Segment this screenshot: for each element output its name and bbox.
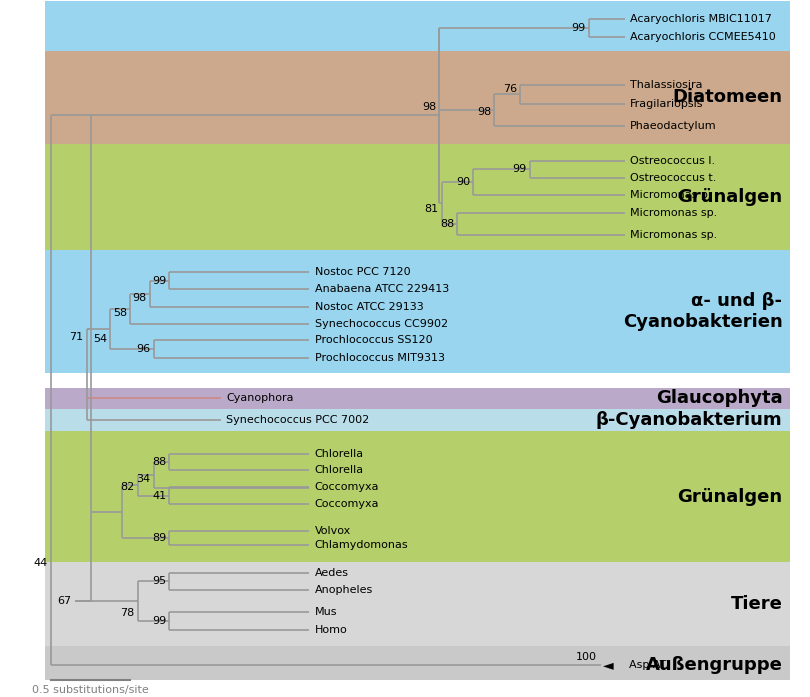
- Text: Grünalgen: Grünalgen: [677, 188, 782, 206]
- Text: Fragilariopsis: Fragilariopsis: [630, 98, 704, 109]
- Text: Acaryochloris CCMEE5410: Acaryochloris CCMEE5410: [630, 32, 776, 42]
- Text: Coccomyxa: Coccomyxa: [314, 482, 379, 492]
- FancyBboxPatch shape: [45, 431, 791, 562]
- Text: Chlorella: Chlorella: [314, 466, 364, 475]
- Text: 34: 34: [136, 474, 151, 484]
- Text: Diatomeen: Diatomeen: [672, 89, 782, 107]
- Text: Synechococcus CC9902: Synechococcus CC9902: [314, 319, 448, 329]
- Text: 99: 99: [572, 23, 586, 33]
- FancyBboxPatch shape: [45, 250, 791, 373]
- Text: 78: 78: [121, 608, 134, 618]
- FancyBboxPatch shape: [45, 646, 791, 680]
- Text: Synechococcus PCC 7002: Synechococcus PCC 7002: [226, 415, 369, 424]
- FancyBboxPatch shape: [45, 388, 791, 409]
- Text: 88: 88: [440, 219, 454, 229]
- Text: Ostreococcus t.: Ostreococcus t.: [630, 174, 717, 183]
- Text: 58: 58: [113, 309, 127, 319]
- Text: Chlorella: Chlorella: [314, 449, 364, 459]
- FancyBboxPatch shape: [45, 409, 791, 431]
- Text: Volvox: Volvox: [314, 526, 351, 536]
- Text: Anabaena ATCC 229413: Anabaena ATCC 229413: [314, 284, 449, 294]
- Text: 99: 99: [513, 164, 526, 174]
- Text: 88: 88: [152, 457, 166, 467]
- Text: Asp AT: Asp AT: [629, 660, 666, 671]
- FancyBboxPatch shape: [45, 562, 791, 646]
- Text: Coccomyxa: Coccomyxa: [314, 499, 379, 509]
- Text: Aedes: Aedes: [314, 567, 348, 578]
- Text: Grünalgen: Grünalgen: [677, 488, 782, 505]
- Text: Glaucophyta: Glaucophyta: [656, 390, 782, 408]
- Text: 54: 54: [93, 334, 107, 344]
- Text: Ostreococcus l.: Ostreococcus l.: [630, 155, 715, 165]
- Text: Micromonas p.: Micromonas p.: [630, 190, 712, 200]
- Text: Außengruppe: Außengruppe: [646, 657, 782, 674]
- Text: 41: 41: [152, 491, 166, 500]
- Text: 81: 81: [424, 204, 438, 213]
- Text: 95: 95: [152, 576, 166, 586]
- Text: Tiere: Tiere: [731, 595, 782, 613]
- Text: Prochlococcus SS120: Prochlococcus SS120: [314, 335, 433, 345]
- Text: 0.5 substitutions/site: 0.5 substitutions/site: [32, 685, 149, 695]
- Text: 71: 71: [70, 332, 83, 342]
- Text: 99: 99: [152, 276, 166, 286]
- Text: 98: 98: [477, 107, 492, 118]
- Text: Chlamydomonas: Chlamydomonas: [314, 540, 408, 550]
- Text: Mus: Mus: [314, 607, 337, 617]
- Text: 100: 100: [576, 652, 597, 662]
- Text: 76: 76: [503, 84, 518, 94]
- FancyBboxPatch shape: [45, 51, 791, 144]
- Text: Acaryochloris MBIC11017: Acaryochloris MBIC11017: [630, 13, 772, 24]
- Text: Cyanophora: Cyanophora: [226, 394, 294, 404]
- Text: β-Cyanobakterium: β-Cyanobakterium: [596, 411, 782, 429]
- Text: Micromonas sp.: Micromonas sp.: [630, 208, 718, 217]
- Text: 98: 98: [132, 293, 147, 303]
- Text: Prochlococcus MIT9313: Prochlococcus MIT9313: [314, 353, 445, 363]
- Text: Anopheles: Anopheles: [314, 585, 373, 595]
- FancyBboxPatch shape: [45, 1, 791, 51]
- Text: 96: 96: [136, 344, 151, 354]
- Text: Nostoc PCC 7120: Nostoc PCC 7120: [314, 267, 410, 277]
- Text: Thalassiosira: Thalassiosira: [630, 80, 702, 90]
- Text: Phaeodactylum: Phaeodactylum: [630, 121, 717, 131]
- Text: 98: 98: [422, 102, 436, 112]
- Text: Homo: Homo: [314, 625, 347, 635]
- Text: 44: 44: [34, 558, 48, 568]
- Text: α- und β-
Cyanobakterien: α- und β- Cyanobakterien: [623, 292, 782, 331]
- Text: Nostoc ATCC 29133: Nostoc ATCC 29133: [314, 302, 424, 312]
- Text: 99: 99: [152, 616, 166, 626]
- Text: 67: 67: [58, 596, 71, 606]
- Text: 89: 89: [152, 533, 166, 543]
- FancyBboxPatch shape: [45, 144, 791, 250]
- Text: 82: 82: [121, 482, 134, 492]
- Text: ◄: ◄: [603, 658, 613, 673]
- Text: Micromonas sp.: Micromonas sp.: [630, 229, 718, 240]
- Text: 90: 90: [456, 178, 470, 187]
